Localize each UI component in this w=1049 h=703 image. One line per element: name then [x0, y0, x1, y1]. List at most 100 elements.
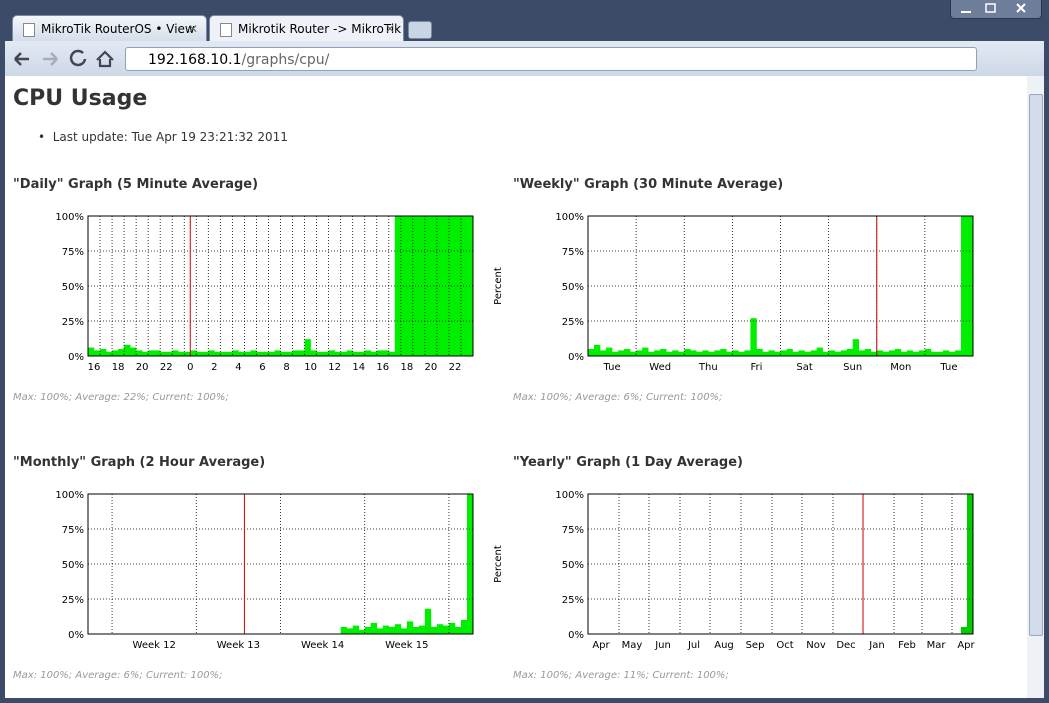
- x-tick-label: 2: [211, 362, 217, 373]
- cpu-bar: [666, 351, 673, 356]
- cpu-bar: [178, 351, 185, 356]
- cpu-bar: [750, 318, 757, 356]
- cpu-bar: [606, 347, 613, 356]
- graph-stats: Max: 100%; Average: 6%; Current: 100%;: [513, 392, 722, 403]
- x-tick-label: Jan: [868, 640, 884, 651]
- cpu-bar: [190, 350, 197, 356]
- cpu-bar: [654, 350, 661, 356]
- cpu-bar: [262, 351, 269, 356]
- cpu-bar: [816, 347, 823, 356]
- y-axis-label: Percent: [493, 267, 504, 305]
- plot-frame: [87, 493, 474, 635]
- cpu-bar: [376, 628, 384, 634]
- cpu-bar: [466, 216, 474, 356]
- x-tick-label: 18: [112, 362, 125, 373]
- x-tick-label: Feb: [898, 640, 916, 651]
- cpu-bar: [744, 350, 751, 356]
- x-tick-label: 10: [304, 362, 317, 373]
- x-tick-label: Thu: [698, 362, 718, 373]
- x-tick-label: Tue: [939, 362, 957, 373]
- cpu-bar: [460, 216, 468, 356]
- window-controls[interactable]: [950, 0, 1042, 19]
- y-tick-label: 0%: [568, 630, 584, 641]
- cpu-bar: [780, 350, 787, 356]
- x-tick-label: Dec: [836, 640, 855, 651]
- new-tab-button[interactable]: [408, 21, 432, 39]
- cpu-bar: [738, 351, 745, 356]
- cpu-bar: [172, 350, 179, 356]
- cpu-bar: [256, 351, 263, 356]
- y-tick-label: 50%: [62, 560, 84, 571]
- cpu-bar: [876, 350, 884, 356]
- cpu-bar: [594, 344, 601, 356]
- x-tick-label: Jun: [654, 640, 671, 651]
- scrollbar[interactable]: [1027, 76, 1044, 698]
- x-tick-label: Aug: [714, 640, 734, 651]
- x-tick-label: 22: [160, 362, 173, 373]
- cpu-bar: [726, 351, 733, 356]
- nav-buttons[interactable]: [5, 41, 125, 76]
- cpu-bar: [268, 351, 275, 356]
- cpu-bar: [352, 351, 360, 356]
- cpu-bar: [328, 350, 335, 356]
- x-tick-label: 18: [400, 362, 413, 373]
- cpu-bar: [430, 627, 438, 634]
- cpu-bar: [822, 351, 829, 356]
- tab-active[interactable]: Mikrotik Router -> MikroTik ...✕: [209, 15, 404, 62]
- cpu-bar: [214, 351, 221, 356]
- cpu-bar: [382, 625, 390, 634]
- cpu-bar: [364, 350, 372, 356]
- cpu-bar: [906, 350, 914, 356]
- cpu-bar: [352, 625, 360, 634]
- cpu-bar: [382, 350, 390, 356]
- cpu-bar: [322, 351, 329, 356]
- y-tick-label: 25%: [62, 595, 84, 606]
- cpu-bar: [244, 351, 251, 356]
- cpu-bar: [196, 351, 203, 356]
- cpu-bar: [642, 347, 649, 356]
- cpu-bar: [154, 350, 161, 356]
- x-tick-label: 12: [328, 362, 341, 373]
- x-tick-label: Sat: [796, 362, 812, 373]
- cpu-bar: [100, 349, 107, 356]
- cpu-bar: [184, 351, 191, 356]
- cpu-bar: [358, 629, 366, 634]
- cpu-bar: [430, 216, 438, 356]
- cpu-bar: [412, 216, 420, 356]
- cpu-bar: [136, 350, 143, 356]
- cpu-bar: [364, 627, 372, 634]
- cpu-bar: [810, 350, 817, 356]
- cpu-bar: [400, 628, 408, 634]
- cpu-bar: [846, 349, 853, 356]
- x-tick-label: Week 15: [385, 640, 428, 651]
- x-tick-label: Week 13: [217, 640, 260, 651]
- x-tick-label: Week 12: [133, 640, 176, 651]
- cpu-bar: [672, 350, 679, 356]
- cpu-bar: [966, 494, 974, 634]
- x-tick-label: Week 14: [301, 640, 344, 651]
- url-host: 192.168.10.1: [148, 52, 242, 68]
- x-tick-label: 20: [425, 362, 438, 373]
- cpu-bar: [454, 627, 462, 634]
- cpu-bar: [624, 349, 631, 356]
- cpu-bar: [714, 350, 721, 356]
- cpu-bar: [828, 350, 835, 356]
- cpu-bar: [882, 351, 890, 356]
- y-tick-label: 100%: [55, 490, 84, 501]
- address-bar[interactable]: 192.168.10.1/graphs/cpu/: [125, 47, 977, 71]
- cpu-bar: [660, 349, 667, 356]
- cpu-bar: [852, 339, 860, 356]
- x-tick-label: Apr: [592, 640, 610, 651]
- cpu-bar: [88, 347, 95, 356]
- cpu-bar: [334, 351, 341, 356]
- url-path: /graphs/cpu/: [241, 52, 330, 68]
- y-tick-label: 75%: [562, 525, 584, 536]
- graph-title: "Yearly" Graph (1 Day Average): [513, 455, 743, 470]
- cpu-bar: [618, 350, 625, 356]
- x-tick-label: Apr: [957, 640, 975, 651]
- cpu-bar: [436, 624, 444, 634]
- cpu-bar: [94, 350, 101, 356]
- x-tick-label: Sun: [843, 362, 862, 373]
- cpu-bar: [786, 349, 793, 356]
